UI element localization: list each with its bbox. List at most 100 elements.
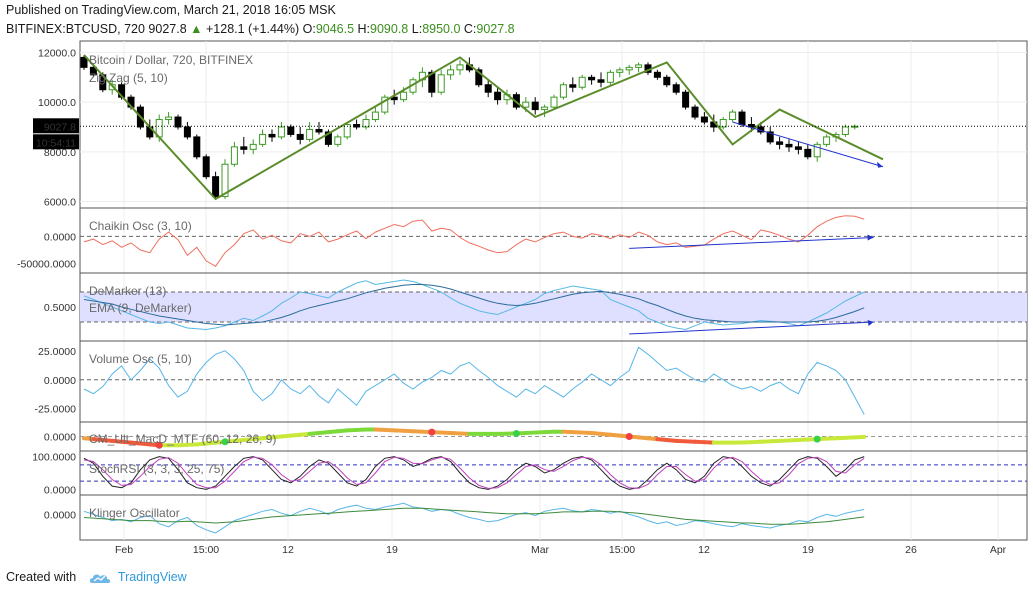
candle-up [362, 119, 370, 128]
zigzag-label: Zig Zag (5, 10) [89, 71, 168, 85]
candle-down [428, 71, 436, 93]
candle-up [616, 69, 624, 73]
candle-up [559, 84, 567, 98]
y-tick-label: 12000.0 [38, 47, 76, 59]
x-tick-label: 15:00 [609, 544, 635, 556]
candle-down [766, 131, 774, 143]
candle-down [80, 56, 88, 68]
candle-down [804, 148, 812, 158]
close-value: 9027.8 [476, 22, 515, 36]
demarker-trendline [629, 321, 874, 335]
candle-down [193, 136, 201, 158]
stochrsi-title: StochRSI (3, 3, 3, 25, 75) [89, 462, 224, 476]
chaikin-line [83, 215, 865, 267]
macd-cross-dot [155, 441, 163, 449]
demarker-title: DeMarker (13) [89, 284, 166, 298]
y-tick-label: 0.0000 [44, 432, 76, 444]
candle-down [691, 106, 699, 118]
candle-down [268, 133, 276, 138]
candle-up [259, 133, 267, 145]
candle-up [823, 136, 831, 145]
candle-down [296, 133, 304, 140]
klinger-line [83, 502, 865, 534]
candle-up [635, 64, 643, 68]
candle-up [334, 136, 342, 145]
last-price-label: 9027.8 [44, 121, 76, 133]
candle-up [277, 126, 285, 138]
up-arrow-icon: ▲ [190, 22, 203, 36]
y-tick-label: 10000.0 [38, 97, 76, 109]
volume-osc-title: Volume Osc (5, 10) [89, 352, 192, 366]
price-pane-title: Bitcoin / Dollar, 720, BITFINEX [89, 53, 253, 67]
candle-down [794, 146, 802, 150]
candle-down [738, 111, 746, 125]
symbol-text: BITFINEX:BTCUSD, 720 [6, 22, 145, 36]
chaikin-trendline-arrowhead [867, 234, 874, 241]
candle-down [700, 116, 708, 123]
y-tick-label: 0.5000 [44, 302, 76, 314]
candle-down [212, 176, 220, 198]
footer: Created with TradingView [6, 570, 187, 585]
y-tick-label: -50000.0000 [17, 259, 76, 271]
candle-down [747, 124, 755, 128]
x-tick-label: 26 [905, 544, 917, 556]
candle-up [249, 143, 257, 150]
candle-down [569, 84, 577, 88]
macd-cross-dot [813, 435, 821, 443]
high-value: 9090.8 [370, 22, 409, 36]
candle-down [183, 126, 191, 138]
y-tick-label: 0.0000 [44, 375, 76, 387]
candle-up [447, 69, 455, 76]
candle-down [315, 128, 323, 133]
candle-down [174, 116, 182, 128]
candle-up [625, 66, 633, 71]
y-tick-label: -25.0000 [35, 404, 77, 416]
y-tick-label: 0.0000 [44, 509, 76, 521]
chaikin-trendline [629, 237, 874, 249]
candle-down [202, 156, 210, 178]
candle-up [522, 101, 530, 108]
symbol-line: BITFINEX:BTCUSD, 720 9027.8 ▲ +128.1 (+1… [6, 22, 515, 36]
candle-down [287, 126, 295, 135]
candle-up [729, 111, 737, 121]
candle-up [578, 76, 586, 88]
countdown-box [33, 134, 79, 150]
demarker-band [80, 292, 1027, 322]
x-tick-label: 19 [386, 544, 398, 556]
tradingview-cloud-icon [89, 574, 110, 583]
candle-up [230, 146, 238, 165]
macd-cross-dot [625, 433, 633, 440]
candle-down [353, 124, 361, 128]
candle-up [437, 74, 445, 93]
chart-frame [79, 40, 1028, 541]
price-trendline [732, 121, 884, 168]
candle-up [841, 126, 849, 135]
candle-down [672, 84, 680, 93]
demarker-ema-title: EMA (9, DeMarker) [89, 301, 192, 315]
x-tick-label: 19 [802, 544, 814, 556]
candle-down [785, 143, 793, 148]
y-tick-label: 0.0000 [44, 231, 76, 243]
x-tick-label: Mar [531, 544, 550, 556]
zigzag-line [83, 54, 884, 201]
demarker-trendline-arrowhead [867, 320, 874, 326]
candle-up [381, 96, 389, 113]
macd-cross-dot [221, 438, 229, 446]
candle-down [475, 69, 483, 86]
klinger-signal-line [83, 507, 865, 525]
macd-cross-dot [512, 429, 520, 437]
open-value: 9046.5 [315, 22, 355, 36]
stochrsi-k-line [83, 456, 865, 490]
candle-down [597, 79, 605, 83]
tradingview-brand[interactable]: TradingView [117, 570, 187, 584]
chaikin-title: Chaikin Osc (3, 10) [89, 219, 192, 233]
candle-up [541, 106, 549, 111]
candle-up [606, 71, 614, 83]
low-label: L: [411, 22, 423, 36]
candle-down [663, 76, 671, 86]
y-tick-label: 25.0000 [38, 346, 76, 358]
candle-up [719, 119, 727, 128]
low-value: 8950.0 [422, 22, 461, 36]
candle-up [456, 64, 464, 71]
